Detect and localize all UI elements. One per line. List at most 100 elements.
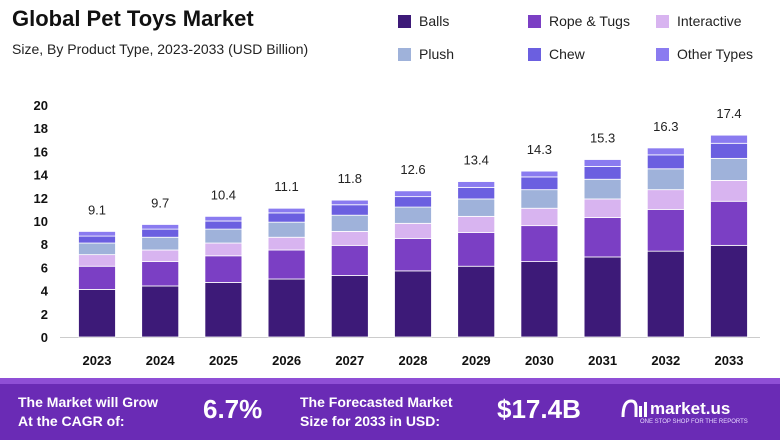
legend-label-rope-tugs: Rope & Tugs [549,13,630,29]
cagr-label-line-2: At the CAGR of: [18,413,125,429]
bar-segment-interactive [457,215,496,234]
x-tick-label: 2023 [83,353,112,368]
bar-total-label: 13.4 [464,153,489,168]
bar-segment-other-types [583,159,622,167]
x-tick-label: 2026 [272,353,301,368]
legend-label-other-types: Other Types [677,46,754,62]
bar-segment-chew [394,196,432,208]
brand-logo: market.us ONE STOP SHOP FOR THE REPORTS [620,397,748,425]
bar-segment-balls [267,278,306,338]
bar-segment-balls [204,282,243,338]
stacked-bar-chart: 0 2 4 6 8 10 12 14 16 18 20 9.1 2023 9.7 2024 10.4 2025 1… [34,98,760,368]
y-tick-label: 0 [41,330,48,345]
bar-segment-other-types [267,207,306,214]
bar-segment-interactive [204,242,243,257]
bar-segment-interactive [330,231,369,246]
bar-segment-other-types [457,181,496,188]
bar-segment-rope-tugs [457,232,496,267]
y-tick-label: 14 [34,168,49,183]
cagr-label: The Market will Grow At the CAGR of: [18,393,158,431]
forecast-value: $17.4B [497,394,581,424]
bar-total-label: 12.6 [400,162,425,177]
x-tick-label: 2032 [651,353,680,368]
bar-segment-other-types [78,231,116,237]
bar-segment-balls [78,289,116,338]
bar-segment-chew [520,176,559,191]
bar-total-label: 9.1 [88,202,106,217]
legend-swatch-other-types [656,47,669,61]
brand-tagline: ONE STOP SHOP FOR THE REPORTS [640,419,748,425]
bar-total-label: 11.1 [274,179,298,194]
bar-segment-balls [457,265,496,338]
legend-item-plush: Plush [398,46,454,62]
bar-segment-other-types [394,190,432,198]
bar-segment-plush [520,189,559,209]
bar-segment-rope-tugs [141,261,180,287]
bar-segment-balls [330,275,369,338]
bar-segment-interactive [646,189,685,210]
forecast-label: The Forecasted Market Size for 2033 in U… [300,393,453,431]
bar-segment-chew [583,166,622,180]
bar-segment-balls [710,244,748,338]
bar-total-label: 14.3 [527,142,552,157]
bar-segment-rope-tugs [710,200,748,246]
bar-segment-interactive [583,198,622,218]
legend-label-balls: Balls [419,13,450,29]
bar-segment-balls [141,285,180,338]
legend-item-other-types: Other Types [656,46,753,62]
bar-segment-interactive [394,222,432,239]
x-tick-label: 2033 [715,353,744,368]
y-tick-label: 8 [41,237,48,252]
forecast-label-line-1: The Forecasted Market [300,394,453,410]
bar-segment-rope-tugs [394,237,432,272]
bar-segment-chew [646,154,685,170]
bar-segment-rope-tugs [267,249,306,280]
bar-segment-plush [78,242,116,256]
forecast-label-line-2: Size for 2033 in USD: [300,413,441,429]
bar-segment-plush [330,214,369,232]
y-tick-label: 16 [34,144,48,159]
bar-segment-rope-tugs [646,208,685,252]
bar-segment-interactive [520,207,559,227]
bar-total-label: 16.3 [653,119,678,134]
bar-segment-interactive [710,179,748,202]
bar-segment-plush [394,206,432,224]
legend-swatch-rope-tugs [528,14,541,28]
legend-item-rope-tugs: Rope & Tugs [528,13,630,29]
legend-swatch-balls [398,14,411,28]
footer-accent-band [0,378,780,384]
bar-total-label: 11.8 [338,171,362,186]
bar-segment-rope-tugs [78,265,116,290]
bar-total-label: 9.7 [151,195,169,210]
legend-swatch-interactive [656,14,669,28]
market-us-logo-icon [621,399,647,418]
bar-segment-other-types [330,199,369,206]
bar-total-label: 17.4 [716,106,741,121]
bar-segment-plush [267,221,306,238]
bar-segment-chew [141,228,180,238]
legend-label-plush: Plush [419,46,455,62]
legend: Balls Rope & Tugs Interactive Plush Chew… [398,8,778,68]
bar-segment-balls [394,270,432,338]
bar-segment-chew [204,220,243,230]
legend-item-chew: Chew [528,46,585,62]
y-tick-label: 2 [41,307,48,322]
bar-segment-chew [267,212,306,223]
y-tick-label: 4 [41,284,49,299]
bar-segment-other-types [204,215,243,222]
cagr-label-line-1: The Market will Grow [18,394,159,410]
footer-banner: The Market will Grow At the CAGR of: 6.7… [0,378,780,440]
bar-total-label: 10.4 [211,187,236,202]
x-tick-label: 2028 [399,353,428,368]
bar-segment-rope-tugs [330,244,369,276]
bar-segment-other-types [141,224,180,230]
cagr-value: 6.7% [203,394,263,424]
x-tick-label: 2024 [146,353,176,368]
y-tick-label: 20 [34,98,48,113]
bar-segment-plush [204,228,243,244]
bar-segment-balls [520,261,559,338]
y-tick-label: 6 [41,260,48,275]
bar-total-label: 15.3 [590,131,615,146]
bar-segment-plush [141,236,180,251]
x-tick-label: 2031 [588,353,617,368]
